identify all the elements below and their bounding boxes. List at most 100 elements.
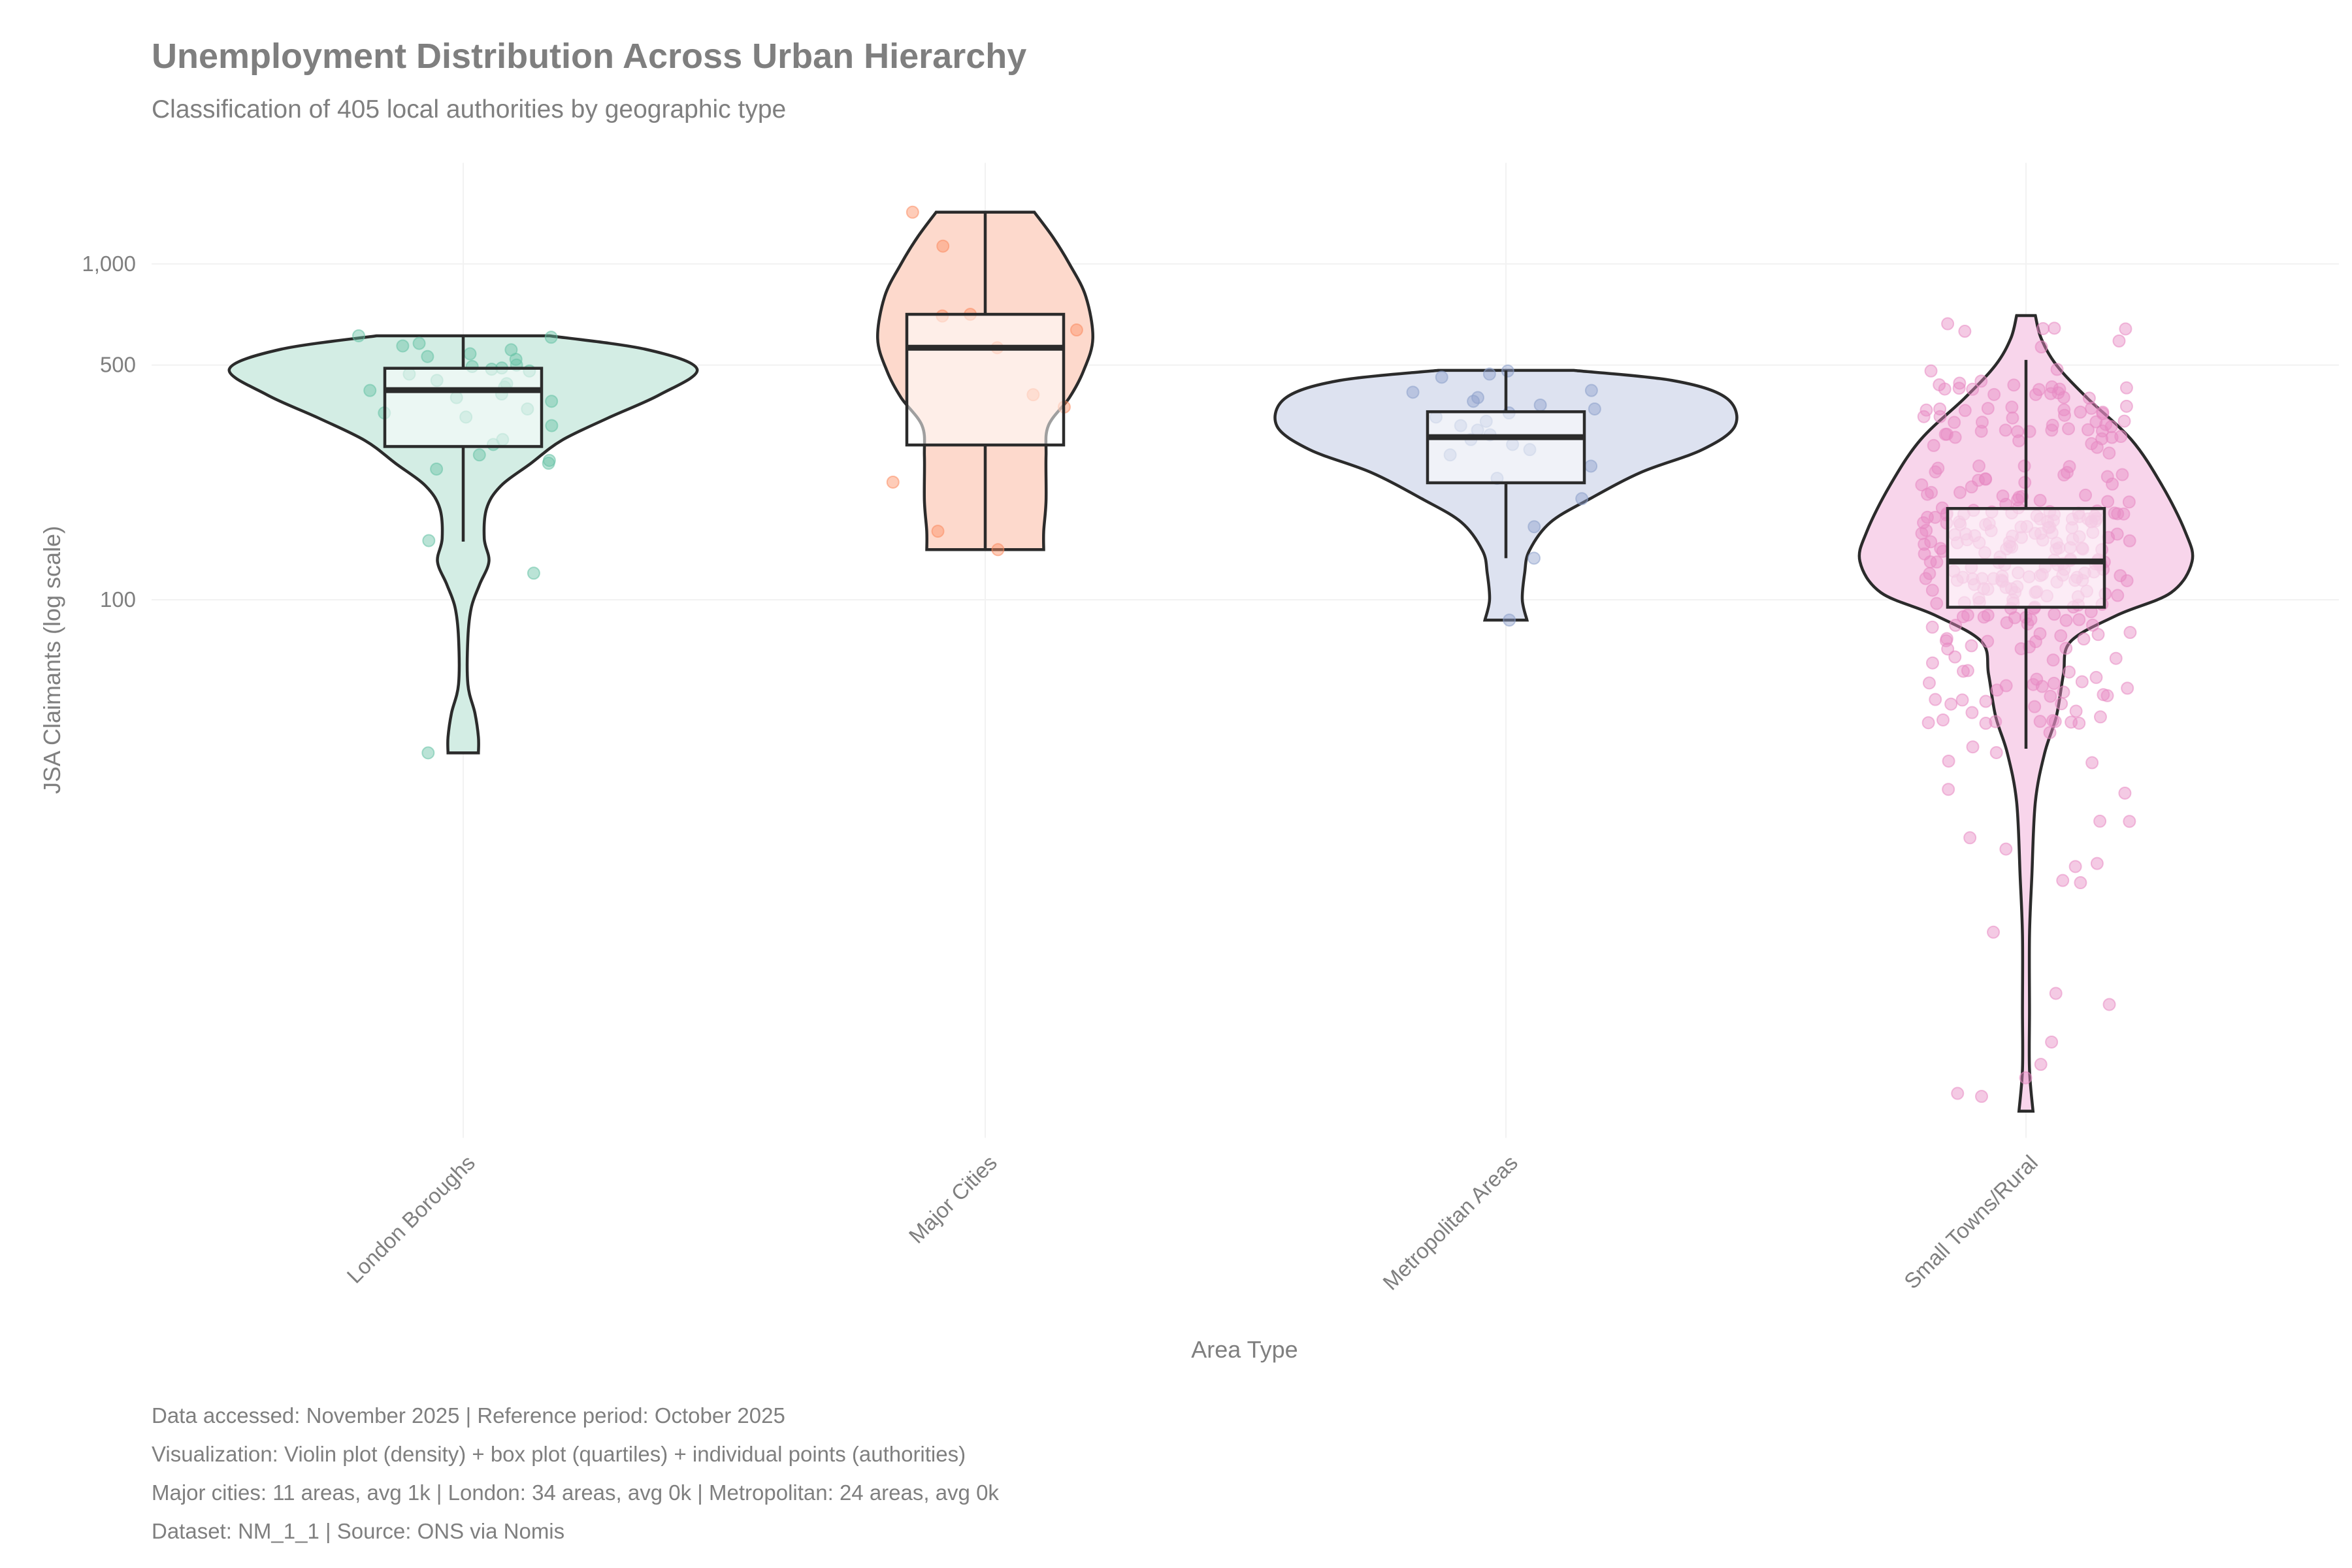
data-point — [2012, 434, 2026, 448]
data-point — [1929, 693, 1942, 706]
data-point — [1972, 459, 1986, 473]
data-point — [2048, 608, 2061, 621]
data-point — [1921, 716, 1935, 730]
data-point — [2019, 1071, 2033, 1085]
data-point — [1588, 402, 1601, 416]
footer-line-4: Dataset: NM_1_1 | Source: ONS via Nomis — [152, 1519, 564, 1543]
data-point — [1942, 783, 1955, 796]
data-point — [2119, 399, 2133, 413]
data-point — [2049, 987, 2063, 1000]
data-point — [2034, 1058, 2048, 1071]
data-point — [1979, 472, 1993, 486]
violin-group-small-towns-rural — [1857, 314, 2195, 1113]
data-point — [1990, 683, 2004, 697]
data-point — [2034, 340, 2048, 354]
data-point — [2081, 423, 2095, 436]
data-point — [1948, 650, 1962, 664]
data-point — [2109, 651, 2123, 665]
data-point — [2075, 675, 2089, 689]
data-point — [2079, 488, 2093, 502]
data-point — [2082, 391, 2096, 405]
data-point — [1989, 745, 2003, 759]
data-point — [2065, 715, 2078, 729]
data-point — [1949, 619, 1963, 632]
data-point — [2046, 653, 2060, 667]
data-point — [1924, 364, 1938, 378]
data-point — [2114, 569, 2127, 583]
data-point — [1987, 925, 2001, 939]
data-point — [1979, 717, 1993, 730]
data-point — [1925, 583, 1939, 597]
data-point — [2074, 405, 2087, 419]
data-point — [1975, 1090, 1989, 1103]
data-point — [421, 746, 435, 760]
x-tick-label: Small Towns/Rural — [1899, 1151, 2042, 1294]
data-point — [545, 419, 559, 433]
data-point — [2055, 697, 2068, 711]
data-point — [2033, 715, 2047, 728]
y-tick-label: 100 — [100, 587, 136, 612]
data-point — [2046, 714, 2060, 728]
data-point — [2119, 381, 2133, 395]
data-point — [2122, 495, 2136, 509]
data-point — [2119, 322, 2132, 336]
data-point — [1948, 431, 1962, 444]
data-point — [2007, 378, 2021, 392]
data-point — [1974, 374, 1988, 388]
data-point — [1917, 516, 1931, 530]
data-point — [1930, 555, 1944, 569]
data-point — [1953, 376, 1967, 390]
data-point — [1467, 395, 1480, 408]
footer-line-3: Major cities: 11 areas, avg 1k | London:… — [152, 1480, 999, 1505]
data-point — [1941, 642, 1955, 656]
data-point — [2096, 405, 2110, 419]
data-point — [1953, 485, 1967, 499]
data-point — [1981, 634, 1995, 648]
data-point — [1482, 367, 1496, 381]
data-point — [1965, 706, 1979, 719]
data-point — [2106, 477, 2119, 491]
data-point — [2123, 626, 2137, 640]
data-point — [2090, 857, 2104, 870]
y-axis-title: JSA Claimants (log scale) — [39, 526, 65, 794]
chart-subtitle: Classification of 405 local authorities … — [152, 95, 786, 123]
y-tick-label: 500 — [100, 353, 136, 377]
data-point — [1527, 551, 1541, 565]
data-point — [2046, 418, 2059, 432]
x-tick-label: Metropolitan Areas — [1378, 1151, 1522, 1295]
data-point — [2121, 681, 2134, 695]
data-point — [1533, 398, 1547, 412]
data-point — [1435, 370, 1448, 384]
data-point — [1925, 656, 1939, 670]
data-point — [2000, 616, 2014, 630]
data-point — [2089, 415, 2103, 429]
data-point — [1944, 697, 1958, 711]
data-point — [2120, 574, 2134, 587]
data-point — [2044, 689, 2057, 703]
data-point — [1989, 715, 2002, 728]
data-point — [1958, 404, 1972, 417]
violins — [227, 205, 2195, 1113]
data-point — [2117, 414, 2131, 428]
data-point — [2061, 466, 2074, 480]
data-point — [2029, 635, 2042, 649]
data-point — [1501, 364, 1514, 378]
data-point — [2021, 617, 2034, 630]
data-point — [1955, 693, 1969, 707]
data-point — [2093, 710, 2107, 724]
data-point — [931, 525, 945, 538]
footer-line-1: Data accessed: November 2025 | Reference… — [152, 1403, 785, 1428]
data-point — [2074, 876, 2087, 890]
data-point — [906, 205, 919, 219]
data-point — [2045, 423, 2059, 437]
data-point — [2048, 321, 2061, 335]
data-point — [1584, 384, 1598, 397]
data-point — [412, 336, 426, 350]
data-point — [1981, 402, 1995, 416]
data-point — [2101, 495, 2115, 508]
data-point — [2057, 685, 2070, 699]
data-point — [2123, 815, 2136, 828]
data-point — [1941, 317, 1955, 331]
data-point — [2086, 618, 2100, 632]
data-point — [2059, 613, 2073, 627]
